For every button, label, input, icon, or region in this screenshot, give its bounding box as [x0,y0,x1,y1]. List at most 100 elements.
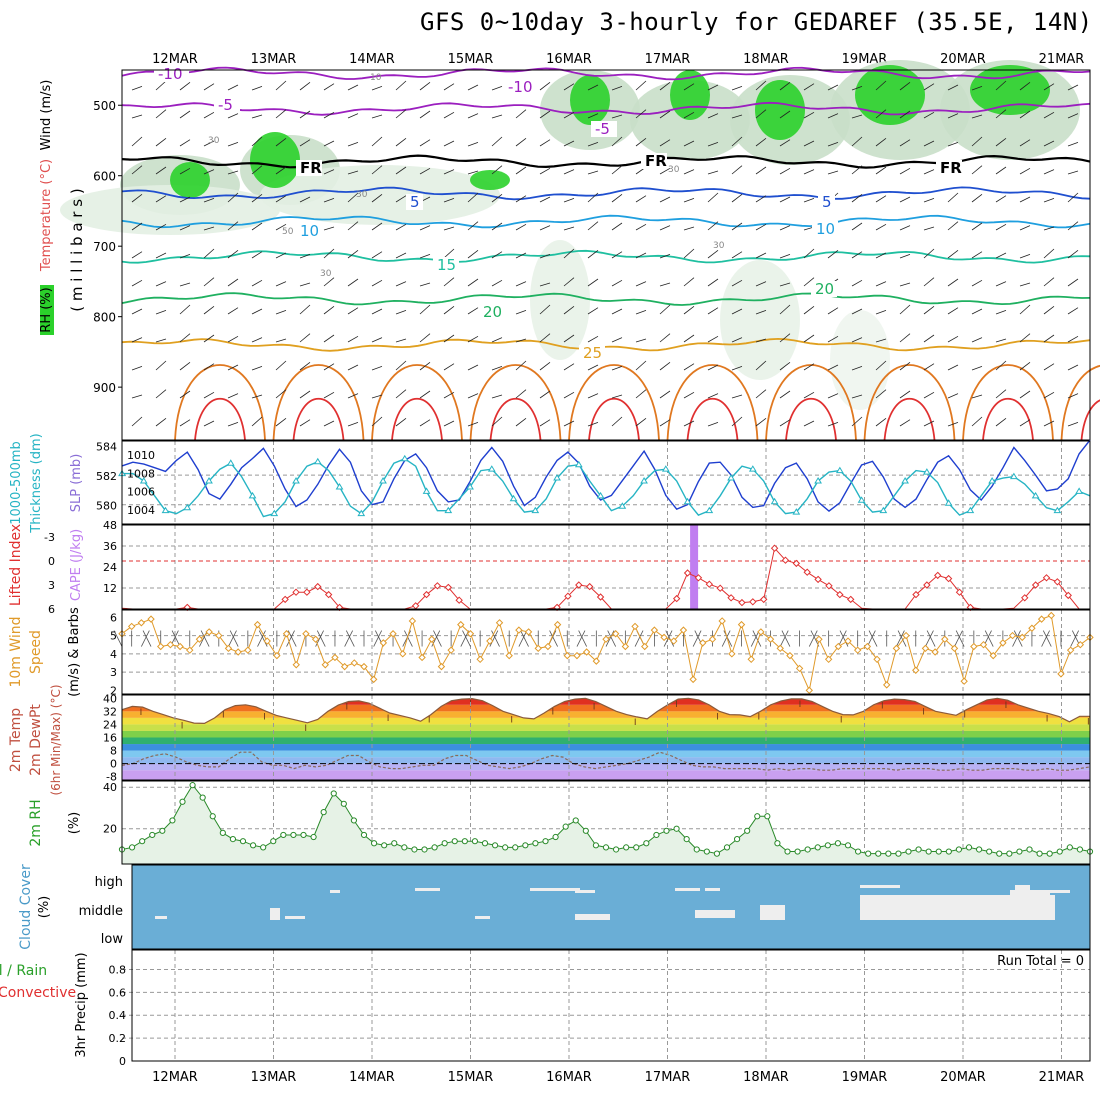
wind-barb [491,194,503,203]
wind-speed-marker [292,661,300,669]
wind-barb [707,113,719,119]
thickness-marker [922,468,931,475]
lifted-index-marker [847,595,855,604]
wind-barb [851,251,863,259]
wind-barb [467,170,479,175]
thickness-marker [661,465,670,472]
wind-barb [203,334,215,343]
wind-barb [827,250,839,259]
minmax-marker: I [552,707,555,717]
wind-barb [539,333,551,343]
wind-barb [515,338,527,343]
wind-barb [779,110,791,119]
wind-barb [995,195,1007,203]
cloud-bar [760,905,785,920]
wind-barb [587,170,599,175]
wind-tick: 6 [110,611,117,624]
wind-barb [1067,364,1079,371]
lifted-index-marker [314,582,322,591]
wind-barb [155,138,167,147]
rh-contour-label: 30 [668,165,680,175]
surface-wind-barb [1012,630,1021,647]
wind-barb [731,194,743,203]
wind-barb [683,363,695,371]
surface-wind-barb [491,630,500,647]
wind-speed-marker [486,637,494,645]
surface-wind-barb [578,630,587,647]
wind-barb [467,364,479,371]
wind-barb [155,389,167,399]
wind-barb [275,252,287,259]
surface-wind-barb [1013,630,1023,647]
isotherm-label: FR [645,152,667,170]
wind-barb [803,306,815,315]
wind-barb [587,250,599,259]
wind-barb [1067,141,1079,147]
wind-barb [155,223,167,231]
li-tick: -3 [44,531,55,544]
isotherm-30-loop [371,364,463,441]
wind-barb [779,196,791,203]
wind-barb [467,278,479,287]
wind-barb [299,139,311,147]
wind-barb [203,420,215,427]
wind-barb [155,80,167,91]
wind-barb [179,110,191,119]
wind-speed-marker [369,675,378,684]
surface-wind-barb [897,630,907,647]
wind-barb [635,80,647,91]
wind-barb [851,308,863,315]
chart-title: GFS 0~10day 3-hourly for GEDAREF (35.5E,… [420,8,1093,36]
cloud-bar [475,916,490,919]
rh-marker [1006,850,1013,857]
isotherm-label-bg [812,221,838,237]
wind-barb [539,139,551,147]
wind-speed-marker [176,642,184,651]
wind-speed-marker [360,662,368,671]
wind-barb [419,304,431,315]
lifted-index-marker [422,590,431,599]
wind-barb [875,138,887,147]
rh-marker [713,850,721,857]
wind-barb [371,394,383,399]
wind-barb [491,222,503,231]
wind-barb [275,223,287,231]
wind-barb [131,114,143,119]
minmax-marker: I [510,716,513,726]
wind-barb [371,136,383,147]
wind-barb [635,418,647,427]
isotherm-label: FR [940,159,962,177]
wind-barb [779,282,791,287]
wind-barb [755,138,767,147]
rh-marker [1046,850,1053,857]
wind-barb [803,420,815,427]
wind-barb [131,85,143,91]
wind-barb [659,362,671,371]
wind-barb [683,169,695,175]
wind-barb [203,306,215,315]
rh-marker [340,800,347,807]
surface-wind-barb [781,630,791,647]
wind-barb [899,304,911,315]
lifted-index-marker [596,593,605,601]
wind-barb [251,222,263,231]
wind-barb [947,221,959,231]
wind-barb [827,307,839,315]
wind-barb [155,195,167,203]
wind-barb [179,225,191,231]
isotherm--10 [121,66,1091,81]
wind-barb [1019,362,1031,371]
thickness-marker [161,506,170,514]
wind-barb [395,166,407,175]
isotherm-label-bg [433,257,459,273]
wind-barb [1067,113,1079,119]
minmax-marker: I [799,700,802,710]
lifted-index-marker [1031,581,1040,589]
date-label-bottom: 15MAR [448,1070,494,1085]
precip-total-label: Total / Rain [0,963,47,979]
cloud-bar [1045,890,1070,893]
isotherm-35-loop [1080,399,1100,441]
wind-barb [707,307,719,315]
pressure-tick: 900 [93,381,116,395]
rh-marker [481,840,489,847]
